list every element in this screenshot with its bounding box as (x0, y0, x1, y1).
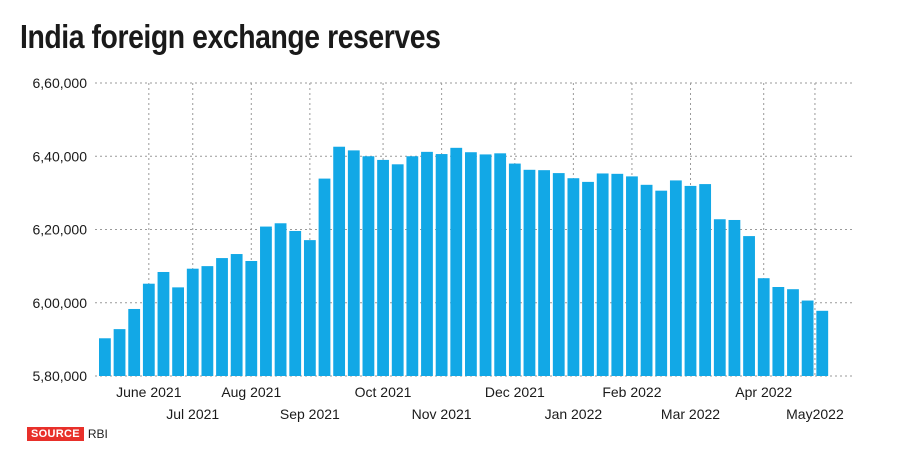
chart-title: India foreign exchange reserves (20, 18, 441, 55)
bar (655, 190, 668, 376)
bar (186, 268, 199, 376)
x-tick-label: Mar 2022 (661, 406, 720, 422)
x-tick-label: Jan 2022 (545, 406, 603, 422)
bar (479, 154, 492, 376)
bar (157, 271, 170, 376)
bar (435, 154, 448, 376)
bar (347, 150, 360, 376)
bar (245, 260, 258, 376)
bar (552, 173, 565, 376)
source-note: SOURCE RBI (27, 426, 108, 442)
bar (567, 178, 580, 376)
x-tick-label: Feb 2022 (602, 384, 661, 400)
bar (538, 170, 550, 376)
bar (362, 156, 375, 376)
x-tick-label: Jul 2021 (166, 406, 219, 422)
label-layer: 5,80,000 6,00,000 6,20,000 6,40,000 6,60,000… (33, 75, 844, 422)
bar (699, 184, 712, 376)
bar (260, 226, 272, 376)
x-tick-label: June 2021 (116, 384, 182, 400)
bar (713, 219, 726, 376)
bar (626, 176, 638, 376)
bar (772, 287, 785, 376)
x-tick-label: Oct 2021 (355, 384, 412, 400)
bar (318, 178, 331, 376)
bar (421, 151, 433, 376)
x-tick-label: Dec 2021 (485, 384, 545, 400)
bar (274, 223, 287, 376)
bar (406, 156, 419, 376)
bar (494, 153, 507, 376)
y-tick-label: 6,40,000 (33, 148, 88, 164)
y-tick-label: 6,00,000 (33, 295, 88, 311)
source-value: RBI (87, 427, 108, 441)
bar (289, 230, 302, 376)
bar (816, 310, 829, 376)
bar (684, 185, 697, 376)
bar (113, 329, 126, 376)
bar (596, 173, 609, 376)
bar (391, 164, 404, 376)
bar (465, 152, 477, 376)
bar (611, 173, 624, 376)
bar (172, 287, 184, 376)
bar-layer (99, 146, 829, 376)
y-tick-label: 6,20,000 (33, 222, 88, 238)
source-tag: SOURCE (27, 427, 84, 441)
y-tick-label: 6,60,000 (33, 75, 88, 91)
x-tick-label: Nov 2021 (412, 406, 472, 422)
x-tick-label: May2022 (786, 406, 844, 422)
bar (801, 300, 814, 376)
x-tick-label: Aug 2021 (221, 384, 281, 400)
x-tick-label: Sep 2021 (280, 406, 340, 422)
bar (757, 278, 770, 376)
bar (99, 338, 111, 376)
bar (508, 163, 521, 376)
bar (333, 146, 346, 376)
bar (640, 184, 653, 376)
bar (728, 219, 741, 376)
bar (142, 283, 155, 376)
bar (523, 169, 536, 376)
x-tick-label: Apr 2022 (735, 384, 792, 400)
bar (377, 159, 389, 376)
bar (787, 289, 799, 376)
bar (743, 236, 755, 376)
bar (450, 147, 463, 376)
bar (582, 181, 594, 376)
bar (216, 258, 228, 376)
y-tick-label: 5,80,000 (33, 368, 88, 384)
bar (303, 240, 316, 376)
bar (669, 180, 682, 376)
bar (230, 254, 243, 376)
bar (128, 308, 141, 376)
bar (201, 266, 214, 376)
